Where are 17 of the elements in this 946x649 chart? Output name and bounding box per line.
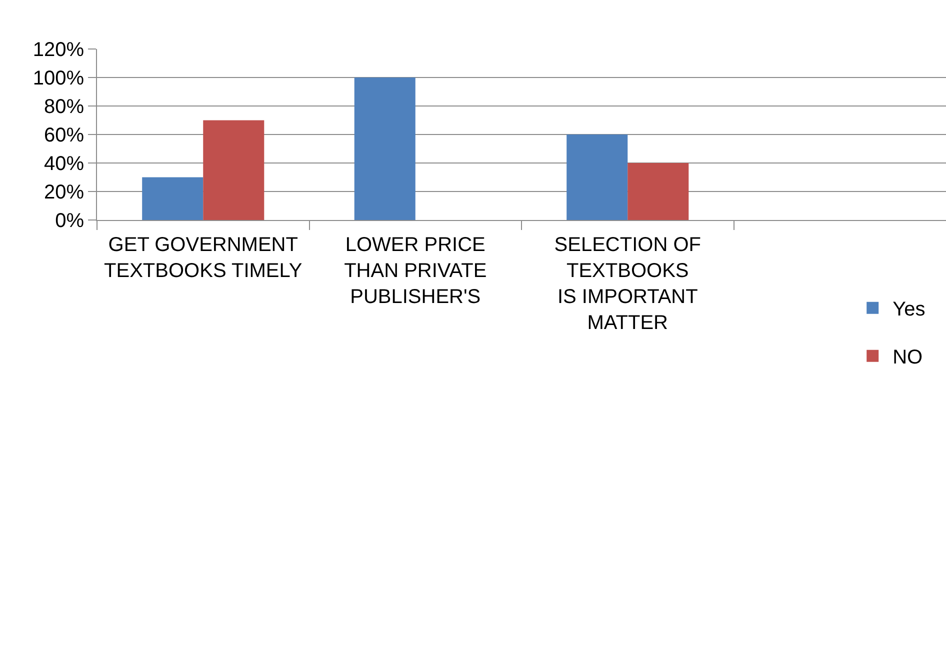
legend-label: Yes [892, 298, 926, 321]
y-tick-label: 100% [32, 68, 84, 90]
bar [628, 163, 689, 220]
bar [203, 120, 264, 220]
y-tick-label: 120% [32, 39, 84, 61]
bar [566, 134, 628, 220]
y-tick-label: 40% [44, 153, 84, 175]
bar [142, 177, 204, 220]
x-tick-label: GET GOVERNMENT TEXTBOOKS TIMELY [104, 234, 302, 282]
x-tick-label: LOWER PRICE THAN PRIVATE PUBLISHER'S [344, 234, 487, 308]
bar [354, 78, 416, 220]
y-tick-label: 20% [44, 182, 84, 204]
legend-label: NO [892, 346, 923, 369]
y-tick-label: 0% [55, 210, 84, 232]
y-tick-label: 80% [44, 96, 84, 118]
y-tick-label: 60% [44, 124, 84, 146]
x-tick-label: SELECTION OF TEXTBOOKS IS IMPORTANT MATTER [554, 234, 701, 334]
